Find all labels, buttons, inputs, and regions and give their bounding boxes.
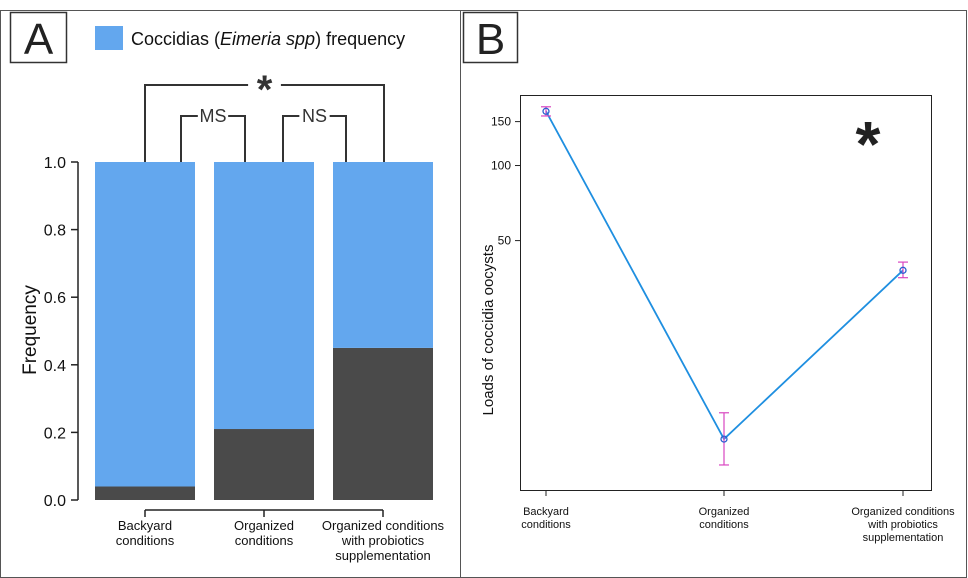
bar-segment-1-1 [214, 162, 314, 430]
x-category-line-b-2-2: supplementation [863, 532, 944, 544]
bar-segment-1-0 [214, 429, 314, 500]
data-point-b-2 [899, 266, 907, 274]
x-category-line-a-0-0: Backyard [118, 518, 172, 533]
panel-b: B Loads of coccidia oocysts 50 100 150 Bac… [462, 11, 955, 544]
plot-frame-b [520, 95, 932, 491]
y-tick-label-b-1: 100 [491, 159, 511, 173]
y-tick-label-a-2: 0.4 [44, 358, 66, 375]
y-tick-label-a-3: 0.6 [44, 290, 66, 307]
y-tick-label-b-2: 150 [491, 115, 511, 129]
x-category-label-a-1: Organized conditions [234, 518, 294, 548]
x-category-line-b-2-0: Organized conditions [851, 506, 955, 518]
x-category-label-b-1: Organized conditions [699, 506, 750, 531]
comparison-label-bg-1 [299, 105, 330, 125]
x-category-label-a-0: Backyard conditions [116, 518, 175, 548]
panel-b-letter-box [462, 11, 519, 64]
legend-text: Coccidias (Eimeria spp) frequency [131, 29, 405, 49]
panel-a: A Coccidias (Eimeria spp) frequency Freq… [9, 11, 445, 563]
y-tick-label-a-5: 1.0 [44, 155, 66, 172]
x-category-line-a-1-1: conditions [235, 533, 294, 548]
y-tick-label-a-4: 0.8 [44, 223, 66, 240]
comparison-label-bg-0 [197, 105, 229, 125]
comparison-brackets: MS NS * [144, 61, 385, 162]
x-category-line-a-2-0: Organized conditions [322, 518, 445, 533]
series-line-b [545, 110, 904, 441]
comparison-label-0: MS [200, 106, 227, 126]
bars-a [95, 162, 433, 500]
y-tick-label-b-0: 50 [498, 234, 512, 248]
x-axis-a [144, 509, 384, 517]
data-point-b-0 [542, 107, 550, 115]
x-category-line-b-0-1: conditions [521, 519, 571, 531]
bar-segment-2-1 [333, 162, 433, 348]
x-category-line-a-0-1: conditions [116, 533, 175, 548]
x-category-line-b-1-0: Organized [699, 506, 750, 518]
y-axis-label-b: Loads of coccidia oocysts [480, 245, 497, 416]
panel-a-letter: A [24, 15, 54, 64]
y-tick-label-a-0: 0.0 [44, 493, 66, 510]
legend-text-before: Coccidias ( [131, 29, 220, 49]
comparison-label-2: * [257, 68, 273, 112]
x-category-line-b-1-1: conditions [699, 519, 749, 531]
significance-asterisk-b: * [856, 108, 881, 180]
x-axis-b [545, 490, 904, 496]
x-category-label-a-2: Organized conditions with probiotics suppl… [322, 518, 445, 563]
y-tick-label-a-1: 0.2 [44, 425, 66, 442]
comparison-label-1: NS [302, 106, 327, 126]
bar-segment-2-0 [333, 347, 433, 500]
y-axis-b: 50 100 150 [491, 115, 520, 248]
comparison-label-bg-2 [248, 61, 281, 105]
x-category-line-a-2-2: supplementation [335, 548, 430, 563]
panel-b-letter: B [476, 15, 505, 64]
x-category-line-b-0-0: Backyard [523, 506, 569, 518]
legend-text-italic: Eimeria spp [220, 29, 315, 49]
data-point-b-1 [720, 435, 728, 443]
line-series-b [541, 106, 908, 466]
legend-swatch [95, 26, 123, 50]
x-category-line-a-2-1: with probiotics [341, 533, 425, 548]
bar-segment-0-0 [95, 486, 195, 500]
bar-segment-0-1 [95, 162, 195, 487]
x-category-label-b-0: Backyard conditions [521, 506, 571, 531]
x-category-line-b-2-1: with probiotics [867, 519, 938, 531]
x-category-line-a-1-0: Organized [234, 518, 294, 533]
y-axis-label-a: Frequency [20, 285, 41, 375]
x-category-label-b-2: Organized conditions with probiotics suppl… [851, 506, 955, 544]
legend-text-after: ) frequency [315, 29, 405, 49]
panel-a-letter-box [9, 11, 68, 64]
y-axis-a: 0.0 0.2 0.4 0.6 0.8 1.0 [44, 155, 79, 510]
